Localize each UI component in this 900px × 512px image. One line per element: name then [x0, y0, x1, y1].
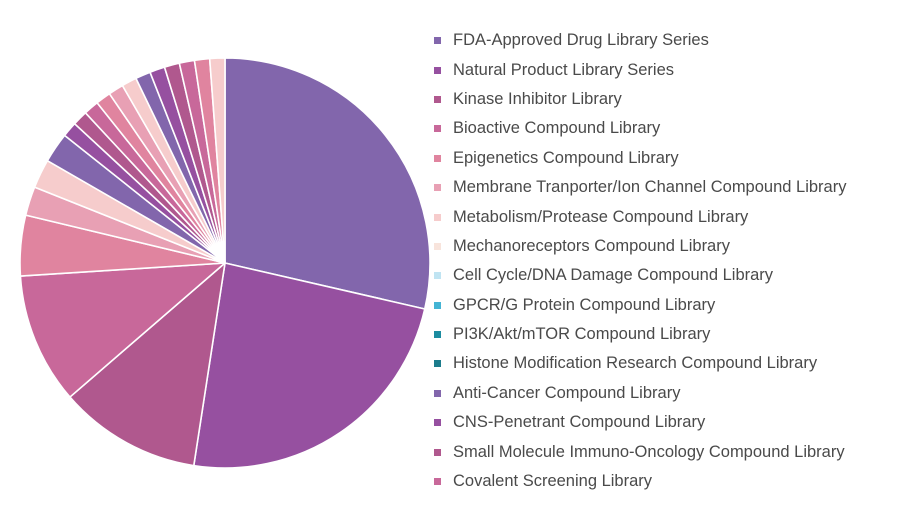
- legend-item: GPCR/G Protein Compound Library: [434, 291, 846, 320]
- legend-label: CNS-Penetrant Compound Library: [453, 413, 706, 432]
- pie-chart: [19, 57, 430, 469]
- pie-slice-3: [69, 262, 226, 467]
- legend-label: Mechanoreceptors Compound Library: [453, 236, 730, 255]
- pie-slice-4: [19, 262, 226, 398]
- legend-item: CNS-Penetrant Compound Library: [434, 408, 846, 437]
- legend-item: Kinase Inhibitor Library: [434, 85, 846, 114]
- legend-item: Small Molecule Immuno-Oncology Compound …: [434, 437, 846, 466]
- legend-swatch: [434, 389, 441, 397]
- legend-item: Natural Product Library Series: [434, 55, 846, 84]
- legend-label: Membrane Tranporter/Ion Channel Compound…: [453, 178, 847, 197]
- pie-slice-2: [192, 262, 426, 469]
- legend-swatch: [434, 184, 441, 192]
- legend-item: Histone Modification Research Compound L…: [434, 349, 846, 378]
- legend-label: FDA-Approved Drug Library Series: [453, 31, 709, 50]
- legend-swatch: [434, 213, 441, 221]
- legend-item: Mechanoreceptors Compound Library: [434, 232, 846, 261]
- legend-label: Cell Cycle/DNA Damage Compound Library: [453, 266, 774, 285]
- legend-swatch: [434, 419, 441, 427]
- legend-item: PI3K/Akt/mTOR Compound Library: [434, 320, 846, 349]
- legend-swatch: [434, 272, 441, 280]
- legend-item: FDA-Approved Drug Library Series: [434, 26, 846, 55]
- legend-label: Bioactive Compound Library: [453, 119, 661, 138]
- legend-item: Membrane Tranporter/Ion Channel Compound…: [434, 173, 846, 202]
- legend-swatch: [434, 242, 441, 250]
- legend-swatch: [434, 331, 441, 339]
- legend-item: Cell Cycle/DNA Damage Compound Library: [434, 261, 846, 290]
- chart-legend: FDA-Approved Drug Library Series Natural …: [434, 26, 846, 496]
- legend-swatch: [434, 66, 441, 74]
- legend-item: Covalent Screening Library: [434, 467, 846, 496]
- legend-item: Metabolism/Protease Compound Library: [434, 202, 846, 231]
- legend-swatch: [434, 478, 441, 486]
- pie-slice-20: [208, 57, 226, 264]
- legend-label: Covalent Screening Library: [453, 472, 653, 491]
- legend-swatch: [434, 301, 441, 309]
- legend-swatch: [434, 125, 441, 133]
- legend-label: Natural Product Library Series: [453, 60, 675, 79]
- legend-swatch: [434, 448, 441, 456]
- legend-label: Epigenetics Compound Library: [453, 148, 679, 167]
- legend-item: Anti-Cancer Compound Library: [434, 379, 846, 408]
- legend-label: PI3K/Akt/mTOR Compound Library: [453, 325, 711, 344]
- legend-swatch: [434, 154, 441, 162]
- legend-swatch: [434, 37, 441, 45]
- pie-slice-1: [224, 57, 430, 310]
- legend-label: Metabolism/Protease Compound Library: [453, 207, 749, 226]
- legend-swatch: [434, 360, 441, 368]
- legend-label: Small Molecule Immuno-Oncology Compound …: [453, 442, 845, 461]
- legend-label: Anti-Cancer Compound Library: [453, 383, 681, 402]
- legend-label: GPCR/G Protein Compound Library: [453, 295, 716, 314]
- legend-label: Kinase Inhibitor Library: [453, 89, 622, 108]
- legend-label: Histone Modification Research Compound L…: [453, 354, 818, 373]
- legend-item: Epigenetics Compound Library: [434, 144, 846, 173]
- legend-item: Bioactive Compound Library: [434, 114, 846, 143]
- legend-swatch: [434, 95, 441, 103]
